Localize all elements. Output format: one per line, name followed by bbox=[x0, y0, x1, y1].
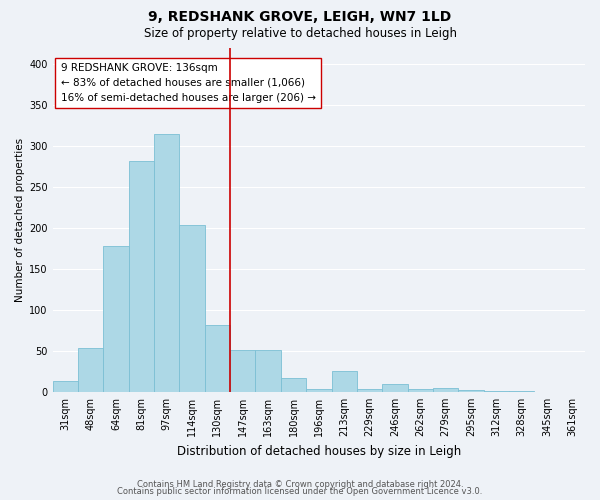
Bar bbox=[509, 391, 535, 392]
Text: 9, REDSHANK GROVE, LEIGH, WN7 1LD: 9, REDSHANK GROVE, LEIGH, WN7 1LD bbox=[148, 10, 452, 24]
Bar bbox=[332, 372, 357, 392]
Bar bbox=[281, 378, 306, 392]
Bar bbox=[484, 391, 509, 392]
Bar bbox=[382, 384, 407, 392]
Text: Size of property relative to detached houses in Leigh: Size of property relative to detached ho… bbox=[143, 28, 457, 40]
Bar bbox=[103, 246, 129, 392]
Bar bbox=[179, 226, 205, 392]
Bar bbox=[230, 350, 256, 392]
Bar bbox=[53, 382, 78, 392]
X-axis label: Distribution of detached houses by size in Leigh: Distribution of detached houses by size … bbox=[177, 444, 461, 458]
Bar bbox=[433, 388, 458, 392]
Bar bbox=[78, 348, 103, 392]
Text: Contains HM Land Registry data © Crown copyright and database right 2024.: Contains HM Land Registry data © Crown c… bbox=[137, 480, 463, 489]
Text: 9 REDSHANK GROVE: 136sqm
← 83% of detached houses are smaller (1,066)
16% of sem: 9 REDSHANK GROVE: 136sqm ← 83% of detach… bbox=[61, 63, 316, 102]
Y-axis label: Number of detached properties: Number of detached properties bbox=[15, 138, 25, 302]
Bar bbox=[154, 134, 179, 392]
Bar bbox=[306, 388, 332, 392]
Bar bbox=[256, 350, 281, 392]
Text: Contains public sector information licensed under the Open Government Licence v3: Contains public sector information licen… bbox=[118, 487, 482, 496]
Bar bbox=[205, 324, 230, 392]
Bar bbox=[407, 388, 433, 392]
Bar bbox=[129, 162, 154, 392]
Bar bbox=[357, 388, 382, 392]
Bar bbox=[458, 390, 484, 392]
